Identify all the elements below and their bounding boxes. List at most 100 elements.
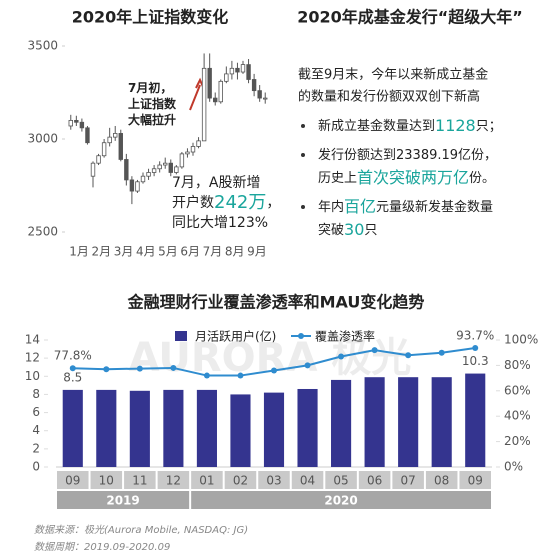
bar bbox=[398, 377, 419, 467]
y-tick-label: 3000 bbox=[27, 132, 58, 146]
text-segment: 同比大增123% bbox=[172, 215, 268, 231]
candle-body bbox=[90, 162, 96, 177]
text-line: 7月，A股新增 bbox=[172, 175, 260, 191]
category-cell bbox=[57, 471, 89, 489]
candle-body bbox=[74, 120, 79, 123]
line-point bbox=[136, 365, 143, 372]
group-label: 2020 bbox=[324, 494, 357, 508]
x-tick-label: 08 bbox=[434, 474, 449, 488]
x-tick-label: 02 bbox=[233, 474, 248, 488]
x-tick-label: 4月 bbox=[136, 245, 156, 259]
text-segment: 新成立基金数量达到 bbox=[318, 118, 435, 134]
x-tick-label: 9月 bbox=[247, 245, 267, 259]
x-tick-label: 10 bbox=[99, 474, 114, 488]
watermark: AURORA 极光 bbox=[129, 335, 412, 381]
candle-body bbox=[246, 64, 251, 80]
candle-body bbox=[79, 121, 85, 129]
candle-body bbox=[201, 67, 207, 142]
y-tick-label: 8 bbox=[32, 387, 40, 401]
x-tick-label: 09 bbox=[65, 474, 80, 488]
candle-body bbox=[251, 79, 257, 92]
candle-body bbox=[113, 133, 118, 138]
category-cell bbox=[291, 471, 324, 489]
candle-body bbox=[151, 168, 157, 173]
text-line: 新成立基金数量达到1128只； bbox=[318, 116, 502, 135]
text-line: 上证指数 bbox=[128, 96, 177, 111]
arrow bbox=[189, 77, 205, 111]
bullet-dot bbox=[301, 205, 305, 209]
text-line: 历史上首次突破两万亿份。 bbox=[318, 168, 495, 187]
candle-body bbox=[135, 181, 140, 192]
candle-body bbox=[196, 140, 201, 147]
line-point bbox=[304, 362, 311, 369]
y-tick-label: 6 bbox=[32, 405, 40, 419]
line-point bbox=[371, 347, 378, 354]
bar bbox=[331, 379, 352, 467]
y-tick-label: 2500 bbox=[27, 225, 58, 239]
line-point bbox=[271, 367, 277, 374]
bar bbox=[364, 377, 385, 467]
x-tick-label: 6月 bbox=[180, 245, 200, 259]
text-line: 年内百亿元量级新发基金数量 bbox=[318, 197, 493, 216]
text-segment: 只； bbox=[476, 119, 502, 134]
bar bbox=[230, 394, 251, 467]
text-segment: 7月，A股新增 bbox=[172, 175, 260, 191]
intro-line: 的数量和发行份额双双创下新高 bbox=[298, 89, 480, 105]
text-segment: 发行份额达到23389.19亿份， bbox=[318, 147, 497, 163]
bar bbox=[96, 389, 117, 467]
bar bbox=[129, 390, 150, 467]
x-tick-label: 06 bbox=[367, 474, 382, 488]
text-segment: 大幅拉升 bbox=[128, 112, 176, 127]
text-line: 开户数242万， bbox=[172, 192, 280, 213]
y2-tick-label: 20% bbox=[504, 434, 531, 448]
candle-body bbox=[68, 120, 73, 127]
group-label: 2019 bbox=[106, 494, 139, 508]
text-line: 突破30只 bbox=[318, 220, 377, 239]
legend-swatch bbox=[298, 333, 304, 339]
text-line: 大幅拉升 bbox=[128, 112, 176, 127]
candle-body bbox=[263, 97, 268, 100]
intro-line: 截至9月末，今年以来新成立基金 bbox=[298, 67, 488, 83]
text-segment: 份。 bbox=[469, 171, 495, 186]
y2-tick-label: 100% bbox=[504, 333, 538, 347]
line-point bbox=[338, 353, 345, 360]
line-value-label: 77.8% bbox=[54, 349, 92, 363]
x-tick-label: 05 bbox=[333, 474, 348, 488]
text-segment: 只 bbox=[364, 223, 377, 238]
y2-tick-label: 60% bbox=[504, 383, 531, 397]
text-segment: 历史上 bbox=[318, 171, 357, 186]
candle-body bbox=[163, 162, 168, 166]
category-cell bbox=[258, 471, 290, 489]
y-tick-label: 2 bbox=[32, 441, 40, 455]
category-cell bbox=[124, 471, 156, 489]
bar bbox=[62, 389, 83, 467]
line-point bbox=[103, 366, 110, 373]
highlight: 首次突破两万亿 bbox=[357, 168, 469, 187]
x-tick-label: 07 bbox=[401, 474, 416, 488]
candle-body bbox=[129, 179, 135, 192]
period-note: 数据周期：2019.09-2020.09 bbox=[34, 541, 170, 553]
bar-value-label: 8.5 bbox=[63, 370, 82, 384]
candle-body bbox=[257, 90, 262, 99]
candle-body bbox=[229, 67, 235, 75]
candle-body bbox=[240, 64, 246, 73]
x-tick-label: 7月 bbox=[203, 245, 223, 259]
x-tick-label: 8月 bbox=[225, 245, 245, 259]
legend-swatch bbox=[175, 331, 187, 341]
bullet-dot bbox=[301, 124, 305, 128]
category-cell bbox=[325, 471, 357, 489]
x-tick-label: 11 bbox=[132, 474, 147, 488]
candle-body bbox=[190, 146, 196, 153]
y-tick-label: 0 bbox=[32, 460, 40, 474]
text-segment: 开户数 bbox=[172, 194, 214, 211]
bullet-dot bbox=[301, 153, 305, 157]
category-cell bbox=[459, 471, 491, 489]
candle-body bbox=[157, 164, 162, 170]
highlight: 百亿 bbox=[344, 197, 376, 216]
group-cell bbox=[191, 491, 491, 509]
line-point bbox=[170, 364, 177, 371]
bar bbox=[163, 389, 184, 467]
candle-body bbox=[107, 136, 112, 144]
candle-body bbox=[85, 127, 90, 144]
